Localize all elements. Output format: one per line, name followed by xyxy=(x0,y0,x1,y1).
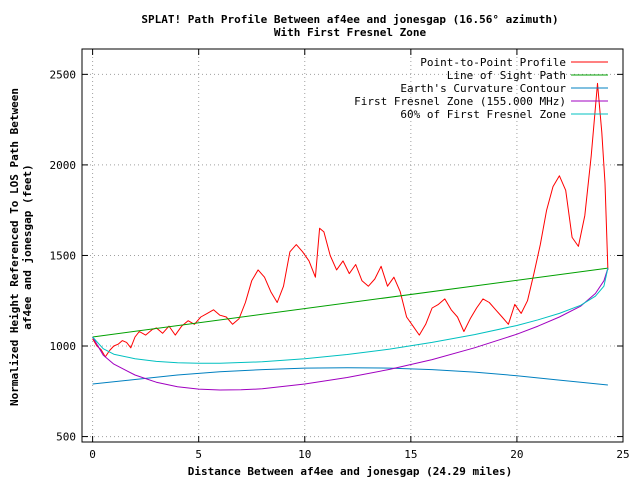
x-axis-label: Distance Between af4ee and jonesgap (24.… xyxy=(188,465,513,478)
axis-ticks xyxy=(82,49,624,442)
x-tick-label: 5 xyxy=(195,448,202,461)
series-line-curvature xyxy=(92,367,608,386)
series-line-los xyxy=(92,267,608,338)
legend: Point-to-Point Profile Line of Sight Pat… xyxy=(354,56,608,121)
x-tick-label: 20 xyxy=(510,448,523,461)
legend-label-fresnel: First Fresnel Zone (155.000 MHz) xyxy=(354,95,566,108)
y-tick-labels: 500 1000 1500 2000 2500 xyxy=(50,68,77,443)
x-tick-label: 10 xyxy=(298,448,311,461)
x-tick-labels: 0 5 10 15 20 25 xyxy=(89,448,629,461)
plot-frame xyxy=(81,48,624,443)
series-line-fresnel60 xyxy=(92,267,609,364)
y-axis-label-line2: af4ee and jonesgap (feet) xyxy=(21,164,34,330)
legend-label-profile: Point-to-Point Profile xyxy=(420,56,566,69)
chart-subtitle: With First Fresnel Zone xyxy=(274,26,427,39)
grid-lines xyxy=(82,49,623,442)
y-tick-label: 500 xyxy=(56,431,76,444)
chart-title: SPLAT! Path Profile Between af4ee and jo… xyxy=(141,13,558,26)
series-line-profile xyxy=(92,82,609,358)
x-tick-label: 25 xyxy=(616,448,629,461)
y-tick-label: 2500 xyxy=(50,68,77,81)
legend-label-curvature: Earth's Curvature Contour xyxy=(400,82,566,95)
y-tick-label: 1500 xyxy=(50,249,77,262)
y-tick-label: 2000 xyxy=(50,159,77,172)
y-tick-label: 1000 xyxy=(50,340,77,353)
y-axis-label-line1: Normalized Height Referenced To LOS Path… xyxy=(8,88,21,406)
x-tick-label: 0 xyxy=(89,448,96,461)
series-line-fresnel xyxy=(92,267,609,391)
x-tick-label: 15 xyxy=(404,448,417,461)
series-group xyxy=(92,82,609,391)
legend-label-fresnel60: 60% of First Fresnel Zone xyxy=(400,108,566,121)
legend-label-los: Line of Sight Path xyxy=(447,69,566,82)
